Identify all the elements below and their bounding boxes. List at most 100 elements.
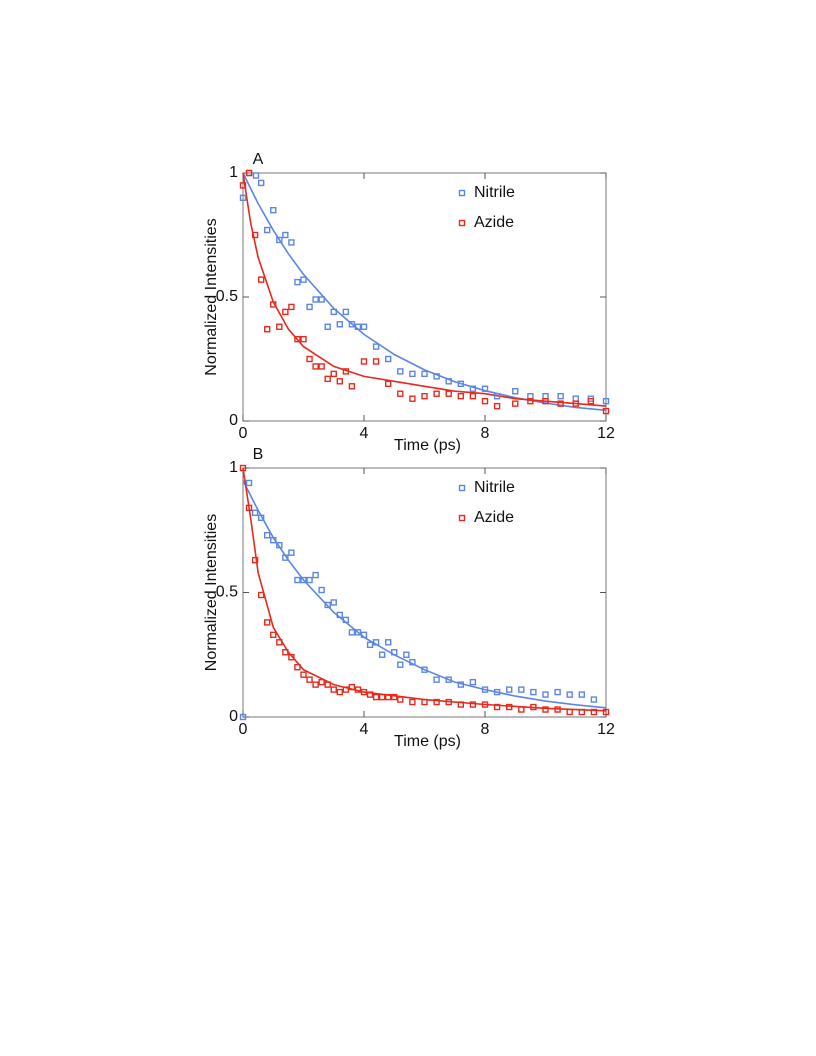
- data-point: [409, 659, 416, 666]
- legend-label: Nitrile: [474, 479, 515, 496]
- data-point: [572, 395, 579, 402]
- fit-curve: [242, 172, 607, 407]
- data-point: [354, 629, 362, 636]
- x-tick-label: 12: [597, 721, 615, 738]
- data-point: [469, 678, 477, 686]
- data-point: [542, 397, 549, 405]
- data-point: [409, 370, 416, 378]
- data-point: [312, 681, 319, 688]
- data-point: [433, 676, 440, 683]
- data-point: [264, 226, 271, 234]
- legend-marker: [458, 189, 466, 197]
- data-point: [433, 698, 440, 706]
- data-point: [493, 688, 501, 696]
- data-point: [493, 703, 501, 711]
- data-point: [506, 703, 513, 711]
- data-point: [378, 651, 386, 658]
- data-point: [360, 631, 368, 639]
- data-point: [481, 686, 489, 693]
- data-point: [318, 678, 325, 686]
- data-point: [312, 571, 319, 579]
- data-point: [421, 370, 428, 378]
- data-point: [288, 549, 295, 556]
- x-tick-label: 4: [360, 721, 369, 738]
- data-point: [493, 402, 501, 410]
- fit-curve: [242, 172, 607, 412]
- data-point: [294, 664, 301, 671]
- data-point: [530, 688, 537, 696]
- data-point: [366, 691, 374, 698]
- data-point: [282, 649, 289, 656]
- data-point: [276, 236, 283, 244]
- data-point: [433, 390, 440, 397]
- y-tick-label: 0.5: [216, 288, 238, 305]
- data-point: [251, 509, 259, 517]
- fit-curve: [242, 467, 607, 712]
- x-tick-label: 4: [360, 425, 369, 442]
- data-point: [493, 393, 501, 400]
- data-point: [554, 706, 561, 713]
- data-point: [282, 231, 289, 239]
- data-point: [512, 400, 519, 407]
- data-point: [312, 296, 319, 303]
- data-point: [318, 296, 325, 303]
- x-axis-label: Time (ps): [394, 733, 461, 750]
- data-point: [257, 276, 265, 283]
- data-point: [294, 278, 301, 286]
- data-point: [590, 708, 598, 716]
- data-point: [421, 393, 428, 400]
- data-point: [288, 654, 295, 661]
- legend-marker: [458, 219, 466, 227]
- data-point: [354, 323, 362, 330]
- data-point: [481, 385, 489, 392]
- data-point: [602, 407, 610, 415]
- data-point: [527, 397, 534, 405]
- data-point: [372, 693, 380, 701]
- data-point: [300, 335, 307, 343]
- legend-label: Nitrile: [474, 184, 515, 201]
- data-point: [445, 698, 452, 706]
- x-tick-label: 8: [481, 721, 490, 738]
- data-point: [239, 194, 247, 202]
- data-point: [342, 686, 350, 693]
- data-point: [324, 375, 331, 383]
- data-point: [264, 532, 271, 539]
- data-point: [557, 400, 564, 407]
- data-point: [354, 686, 362, 693]
- data-point: [372, 639, 380, 646]
- data-point: [391, 693, 398, 701]
- data-point: [330, 686, 337, 693]
- data-point: [318, 586, 325, 594]
- data-point: [300, 576, 307, 584]
- data-point: [288, 239, 295, 246]
- legend-label: Azide: [474, 214, 514, 231]
- data-point: [566, 708, 573, 716]
- data-point: [294, 576, 301, 584]
- legend-label: Azide: [474, 509, 514, 526]
- data-point: [445, 676, 452, 683]
- data-point: [270, 301, 277, 308]
- data-point: [397, 661, 404, 668]
- data-point: [282, 308, 289, 316]
- data-point: [239, 464, 247, 472]
- data-point: [360, 323, 368, 330]
- data-point: [469, 385, 477, 392]
- x-tick-label: 12: [597, 425, 615, 442]
- data-point: [324, 601, 331, 609]
- data-point: [409, 395, 416, 402]
- y-tick-label: 0.5: [216, 584, 238, 601]
- data-point: [457, 701, 464, 708]
- data-point: [306, 355, 313, 363]
- data-point: [518, 686, 525, 693]
- data-point: [330, 599, 337, 606]
- data-point: [336, 611, 343, 619]
- data-point: [306, 303, 313, 311]
- x-tick-label: 0: [239, 425, 248, 442]
- data-point: [324, 681, 331, 688]
- data-point: [342, 616, 350, 624]
- data-point: [578, 691, 585, 698]
- data-point: [512, 388, 519, 395]
- data-point: [348, 383, 356, 390]
- data-point: [257, 514, 265, 521]
